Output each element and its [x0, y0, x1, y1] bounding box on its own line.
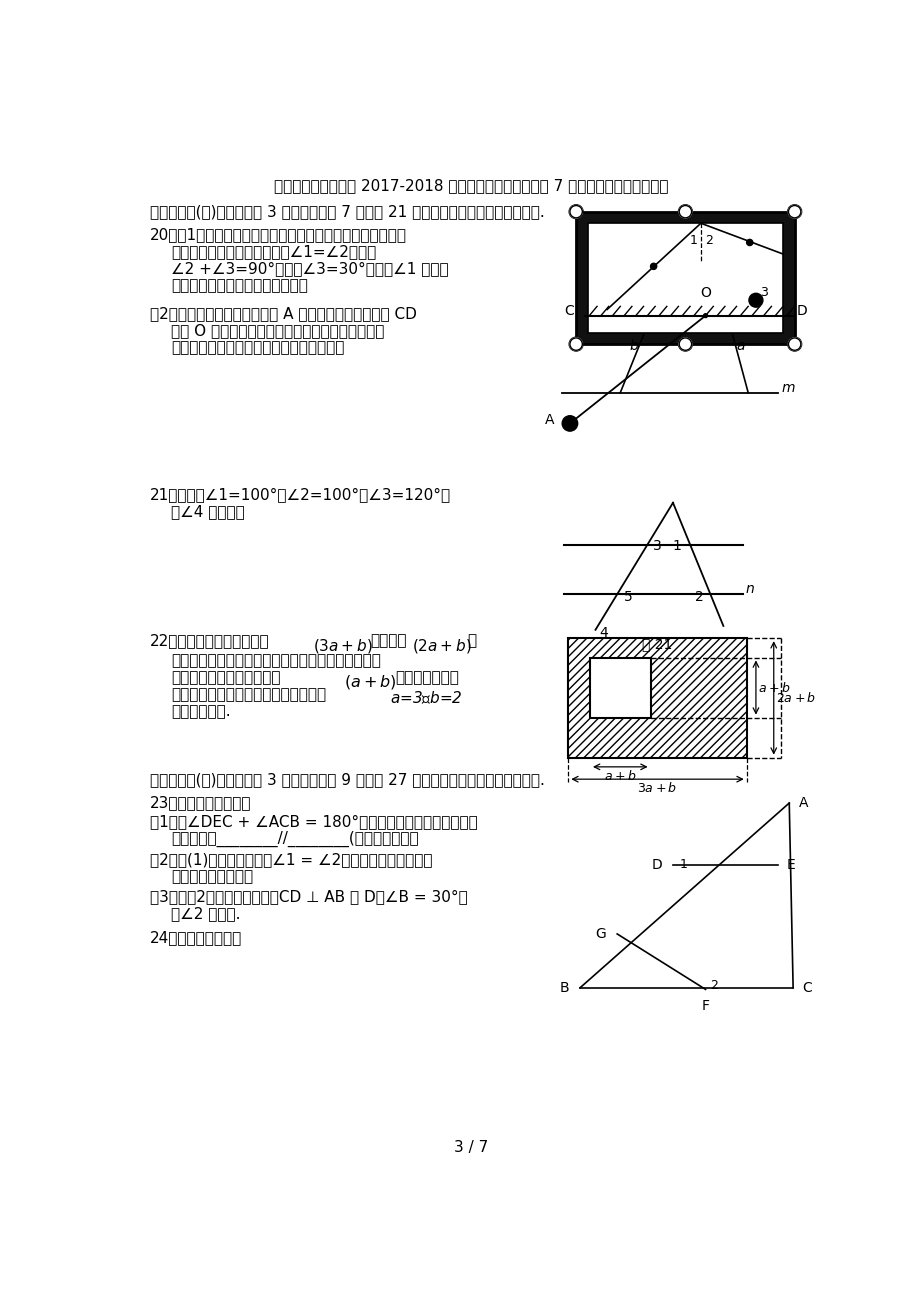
Circle shape	[677, 337, 692, 352]
Text: a: a	[735, 339, 743, 353]
Text: （2）在(1)的结论下，如果∠1 = ∠2，又能得到哪两条线段: （2）在(1)的结论下，如果∠1 = ∠2，又能得到哪两条线段	[150, 853, 432, 867]
Text: 24．观察以下等式：: 24．观察以下等式：	[150, 930, 242, 945]
Text: 平行，请说明理由。: 平行，请说明理由。	[171, 870, 253, 884]
Text: C: C	[801, 980, 811, 995]
Text: B: B	[559, 980, 569, 995]
Text: 21．如图，∠1=100°，∠2=100°，∠3=120°，: 21．如图，∠1=100°，∠2=100°，∠3=120°，	[150, 487, 450, 503]
Text: 5: 5	[623, 590, 632, 604]
Text: （1）若∠DEC + ∠ACB = 180°，可以得到哪两条线段平行？: （1）若∠DEC + ∠ACB = 180°，可以得到哪两条线段平行？	[150, 814, 477, 829]
Circle shape	[678, 339, 691, 350]
Text: A: A	[544, 413, 554, 427]
Text: 求∠4 的度数。: 求∠4 的度数。	[171, 504, 244, 519]
Text: F: F	[701, 999, 709, 1013]
Text: A: A	[798, 796, 807, 810]
Text: 2: 2	[695, 590, 703, 604]
Text: （2）如图，打台球时，小球由 A 点出发撞击到台球桌边 CD: （2）如图，打台球时，小球由 A 点出发撞击到台球桌边 CD	[150, 306, 416, 322]
Text: $3a+b$: $3a+b$	[637, 781, 677, 796]
Text: 多少度，才能保证黑球直接入袋？: 多少度，才能保证黑球直接入袋？	[171, 277, 307, 293]
Text: 3: 3	[759, 286, 766, 299]
Circle shape	[787, 204, 800, 219]
Text: n: n	[744, 582, 753, 596]
Text: 米，宽为: 米，宽为	[370, 634, 407, 648]
Text: 求∠2 的度数.: 求∠2 的度数.	[171, 906, 240, 922]
Text: D: D	[651, 858, 662, 871]
Circle shape	[569, 339, 582, 350]
Text: 图 21: 图 21	[641, 638, 672, 651]
Circle shape	[788, 206, 800, 217]
Text: O: O	[699, 286, 710, 301]
Text: 的长方形地块，规划部门计划将阴影部分进行绿化，: 的长方形地块，规划部门计划将阴影部分进行绿化，	[171, 652, 380, 668]
Text: $a+b$: $a+b$	[757, 681, 789, 694]
Text: $2a+b$: $2a+b$	[776, 690, 815, 704]
Circle shape	[569, 206, 582, 217]
Circle shape	[569, 339, 582, 350]
Text: 中间将修建一座底座边长为: 中间将修建一座底座边长为	[171, 669, 280, 685]
Text: 的点 O 处，请用尺规作图的方法作出小球反弹后的: 的点 O 处，请用尺规作图的方法作出小球反弹后的	[171, 323, 384, 339]
Circle shape	[678, 206, 691, 217]
Text: 2: 2	[709, 979, 718, 992]
Text: 3: 3	[652, 539, 662, 553]
Bar	[589, 658, 650, 717]
Text: （3）在（2）的结论下，如果CD ⊥ AB 于 D，∠B = 30°，: （3）在（2）的结论下，如果CD ⊥ AB 于 D，∠B = 30°，	[150, 889, 467, 905]
Circle shape	[788, 339, 800, 350]
Circle shape	[703, 314, 707, 318]
Text: D: D	[796, 303, 807, 318]
Text: $a$=3，$b$=2: $a$=3，$b$=2	[390, 690, 462, 707]
Text: $a+b$: $a+b$	[604, 769, 636, 784]
Circle shape	[746, 240, 752, 246]
Text: C: C	[563, 303, 573, 318]
Circle shape	[650, 263, 656, 270]
Text: 23．如图回答以下问题: 23．如图回答以下问题	[150, 796, 251, 810]
Text: 1: 1	[688, 234, 697, 247]
Circle shape	[569, 337, 583, 352]
Text: $(3a+b)$: $(3a+b)$	[313, 637, 373, 655]
Circle shape	[787, 337, 800, 352]
Text: 1: 1	[678, 858, 686, 871]
Circle shape	[569, 204, 583, 219]
Circle shape	[562, 415, 577, 431]
Text: 1: 1	[672, 539, 680, 553]
Circle shape	[678, 339, 691, 350]
Text: 则绿化的面积是多少平方米？并求出当: 则绿化的面积是多少平方米？并求出当	[171, 686, 325, 702]
Circle shape	[677, 204, 692, 219]
Circle shape	[569, 206, 582, 217]
Text: 的正方形雕像，: 的正方形雕像，	[395, 669, 459, 685]
Text: $(a+b)$: $(a+b)$	[344, 673, 396, 691]
Circle shape	[748, 293, 762, 307]
Circle shape	[678, 206, 691, 217]
Text: b: b	[630, 339, 638, 353]
Text: ∠2 +∠3=90°。如果∠3=30°，那么∠1 应等于: ∠2 +∠3=90°。如果∠3=30°，那么∠1 应等于	[171, 260, 448, 276]
Text: m: m	[780, 381, 794, 395]
Text: 2: 2	[704, 234, 712, 247]
Text: 广东省佛山市顺德区 2017-2018 学年七年级数学下学期第 7 周教研联盟测试新人教版: 广东省佛山市顺德区 2017-2018 学年七年级数学下学期第 7 周教研联盟测…	[274, 178, 668, 193]
Text: 4: 4	[598, 626, 607, 641]
Circle shape	[788, 339, 800, 350]
Text: 22．如图，某市有一块长为: 22．如图，某市有一块长为	[150, 634, 269, 648]
Text: 米: 米	[467, 634, 476, 648]
Text: 直接填空：________//________(不用说明理由）: 直接填空：________//________(不用说明理由）	[171, 831, 418, 848]
Text: E: E	[786, 858, 795, 871]
Bar	[587, 223, 782, 332]
Text: 20．（1）如图所示，选择适当的方向击打白球，可以使白球: 20．（1）如图所示，选择适当的方向击打白球，可以使白球	[150, 227, 406, 242]
Text: G: G	[595, 927, 606, 941]
Text: 反弹后将黑球撞入袋中，此时∠1=∠2，并且: 反弹后将黑球撞入袋中，此时∠1=∠2，并且	[171, 243, 376, 259]
Text: 3 / 7: 3 / 7	[454, 1141, 488, 1155]
Bar	[568, 638, 746, 758]
Text: 时的绿化面积.: 时的绿化面积.	[171, 703, 230, 719]
Text: 四、解答题(二)（本大题共 3 小题，每小题 7 分，共 21 分）请在答题卡相应位置上作答.: 四、解答题(二)（本大题共 3 小题，每小题 7 分，共 21 分）请在答题卡相…	[150, 204, 544, 219]
Text: 运动方向（不写作法，但要保留作图痕迹）: 运动方向（不写作法，但要保留作图痕迹）	[171, 340, 344, 355]
Text: $(2a+b)$: $(2a+b)$	[412, 637, 471, 655]
Text: 五、解答题(三)（本大题共 3 小题，每小题 9 分，共 27 分）请在答题卡相应位置上作答.: 五、解答题(三)（本大题共 3 小题，每小题 9 分，共 27 分）请在答题卡相…	[150, 772, 544, 788]
Circle shape	[788, 206, 800, 217]
Bar	[575, 212, 794, 344]
